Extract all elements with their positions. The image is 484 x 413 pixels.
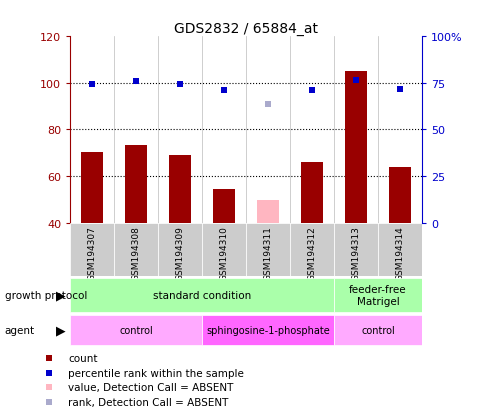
Bar bbox=[70, 278, 333, 312]
Bar bbox=[257, 201, 278, 223]
Bar bbox=[377, 223, 421, 277]
Text: ▶: ▶ bbox=[56, 289, 65, 302]
Bar bbox=[289, 223, 333, 277]
Bar bbox=[70, 223, 114, 277]
Text: growth protocol: growth protocol bbox=[5, 290, 87, 300]
Bar bbox=[333, 278, 421, 312]
Text: rank, Detection Call = ABSENT: rank, Detection Call = ABSENT bbox=[68, 396, 228, 407]
Text: sphingosine-1-phosphate: sphingosine-1-phosphate bbox=[206, 325, 329, 335]
Bar bbox=[202, 316, 333, 345]
Text: GSM194307: GSM194307 bbox=[88, 225, 97, 280]
Text: control: control bbox=[361, 325, 394, 335]
Text: GSM194311: GSM194311 bbox=[263, 225, 272, 280]
Text: standard condition: standard condition bbox=[153, 290, 251, 300]
Text: GSM194310: GSM194310 bbox=[219, 225, 228, 280]
Bar bbox=[169, 156, 191, 223]
Bar bbox=[245, 223, 289, 277]
Bar bbox=[202, 223, 245, 277]
Bar bbox=[81, 152, 103, 223]
Text: feeder-free
Matrigel: feeder-free Matrigel bbox=[348, 285, 406, 306]
Bar bbox=[125, 145, 147, 223]
Text: GSM194314: GSM194314 bbox=[394, 225, 404, 280]
Bar bbox=[333, 316, 421, 345]
Bar bbox=[344, 72, 366, 223]
Bar bbox=[70, 316, 202, 345]
Text: GSM194309: GSM194309 bbox=[175, 225, 184, 280]
Bar bbox=[333, 223, 377, 277]
Text: GSM194308: GSM194308 bbox=[132, 225, 140, 280]
Text: GSM194312: GSM194312 bbox=[307, 225, 316, 280]
Title: GDS2832 / 65884_at: GDS2832 / 65884_at bbox=[174, 22, 318, 36]
Bar bbox=[388, 167, 410, 223]
Text: ▶: ▶ bbox=[56, 324, 65, 337]
Text: control: control bbox=[119, 325, 153, 335]
Text: agent: agent bbox=[5, 325, 35, 335]
Bar bbox=[301, 163, 322, 223]
Text: percentile rank within the sample: percentile rank within the sample bbox=[68, 368, 243, 378]
Bar bbox=[158, 223, 202, 277]
Bar bbox=[213, 189, 235, 223]
Text: value, Detection Call = ABSENT: value, Detection Call = ABSENT bbox=[68, 382, 233, 392]
Text: GSM194313: GSM194313 bbox=[351, 225, 360, 280]
Bar bbox=[114, 223, 158, 277]
Text: count: count bbox=[68, 353, 97, 363]
